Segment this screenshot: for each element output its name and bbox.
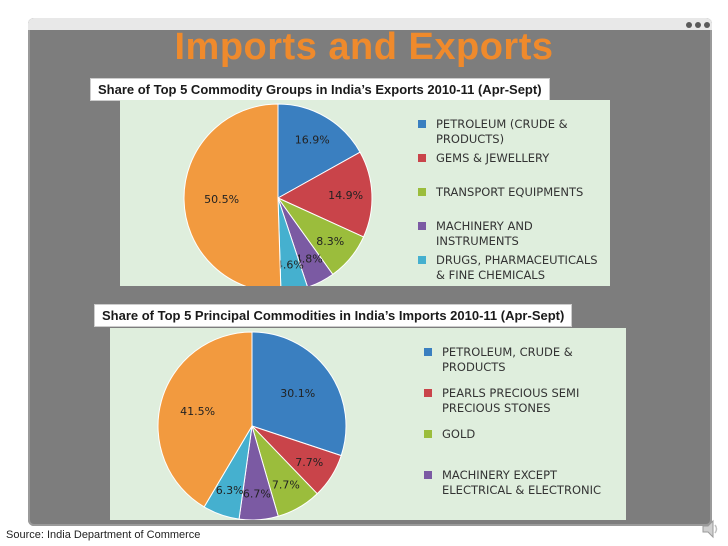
legend-label: PETROLEUM (CRUDE &	[436, 117, 568, 131]
pie-data-label: 6.3%	[216, 484, 244, 497]
legend-label: & FINE CHEMICALS	[436, 268, 545, 282]
pie-data-label: 4.6%	[276, 259, 304, 272]
legend-swatch	[424, 430, 432, 438]
slide-title: Imports and Exports	[174, 26, 554, 68]
legend-label: MACHINERY EXCEPT	[442, 468, 558, 482]
legend-label: MACHINERY AND	[436, 219, 533, 233]
legend-label: INSTRUMENTS	[436, 234, 519, 248]
legend-label: PEARLS PRECIOUS SEMI	[442, 386, 579, 400]
source-note: Source: India Department of Commerce	[6, 529, 201, 541]
pie-slice-2	[276, 151, 373, 238]
legend-label: TRANSPORT EQUIPMENTS	[435, 185, 583, 199]
exports-pie-chart: 16.9% 14.9% 8.3% 4.8%4.6% 50.5% PETROLEUM (CR…	[183, 103, 598, 293]
legend-swatch	[418, 188, 426, 196]
legend-label: PRODUCTS)	[436, 132, 504, 146]
legend-label: PRODUCTS	[442, 360, 506, 374]
pie-slice-6	[183, 103, 282, 293]
pie-data-label: 16.9%	[295, 134, 330, 147]
pie-data-label: 30.1%	[280, 387, 315, 400]
pie-data-label: 7.7%	[272, 479, 300, 492]
exports-chart-title: Share of Top 5 Commodity Groups in India…	[90, 78, 550, 101]
legend-label: PETROLEUM, CRUDE &	[442, 345, 573, 359]
pie-slice-1	[277, 103, 361, 199]
pie-data-label: 8.3%	[316, 235, 344, 248]
pie-slice-1	[251, 331, 347, 457]
pie-data-label: 7.7%	[295, 456, 323, 469]
pie-data-label: 50.5%	[204, 193, 239, 206]
legend-swatch	[418, 154, 426, 162]
pie-data-label: 6.7%	[243, 488, 271, 501]
legend-swatch	[418, 222, 426, 230]
pie-data-label: 4.8%	[295, 252, 323, 265]
legend-label: GEMS & JEWELLERY	[436, 151, 550, 165]
legend-swatch	[418, 120, 426, 128]
slide-dots-icon	[686, 22, 710, 28]
legend-label: GOLD	[442, 427, 475, 441]
speaker-icon[interactable]	[700, 518, 722, 540]
exports-chart-area: 16.9% 14.9% 8.3% 4.8% 4.6% 50.5% PETROLEUM (CR…	[120, 100, 610, 293]
legend-swatch	[424, 348, 432, 356]
legend-swatch	[418, 256, 426, 264]
legend-swatch	[424, 471, 432, 479]
legend-swatch	[424, 389, 432, 397]
imports-chart-title: Share of Top 5 Principal Commodities in …	[94, 304, 573, 327]
pie-slice-6	[157, 331, 253, 508]
legend-label: PRECIOUS STONES	[442, 401, 551, 415]
legend-label: DRUGS, PHARMACEUTICALS	[436, 253, 598, 267]
pie-data-label: 14.9%	[328, 189, 363, 202]
slide-panel-header	[28, 18, 712, 30]
imports-chart-area: 30.1% 7.7% 7.7% 6.7% 6.3% 41.5% PETROLEUM, CRU…	[110, 328, 626, 521]
pie-data-label: 41.5%	[180, 405, 215, 418]
legend-label: ELECTRICAL & ELECTRONIC	[442, 483, 601, 497]
imports-pie-chart: 30.1%7.7%7.7%6.7%6.3%41.5%PETROLEUM, CRU…	[157, 331, 601, 521]
